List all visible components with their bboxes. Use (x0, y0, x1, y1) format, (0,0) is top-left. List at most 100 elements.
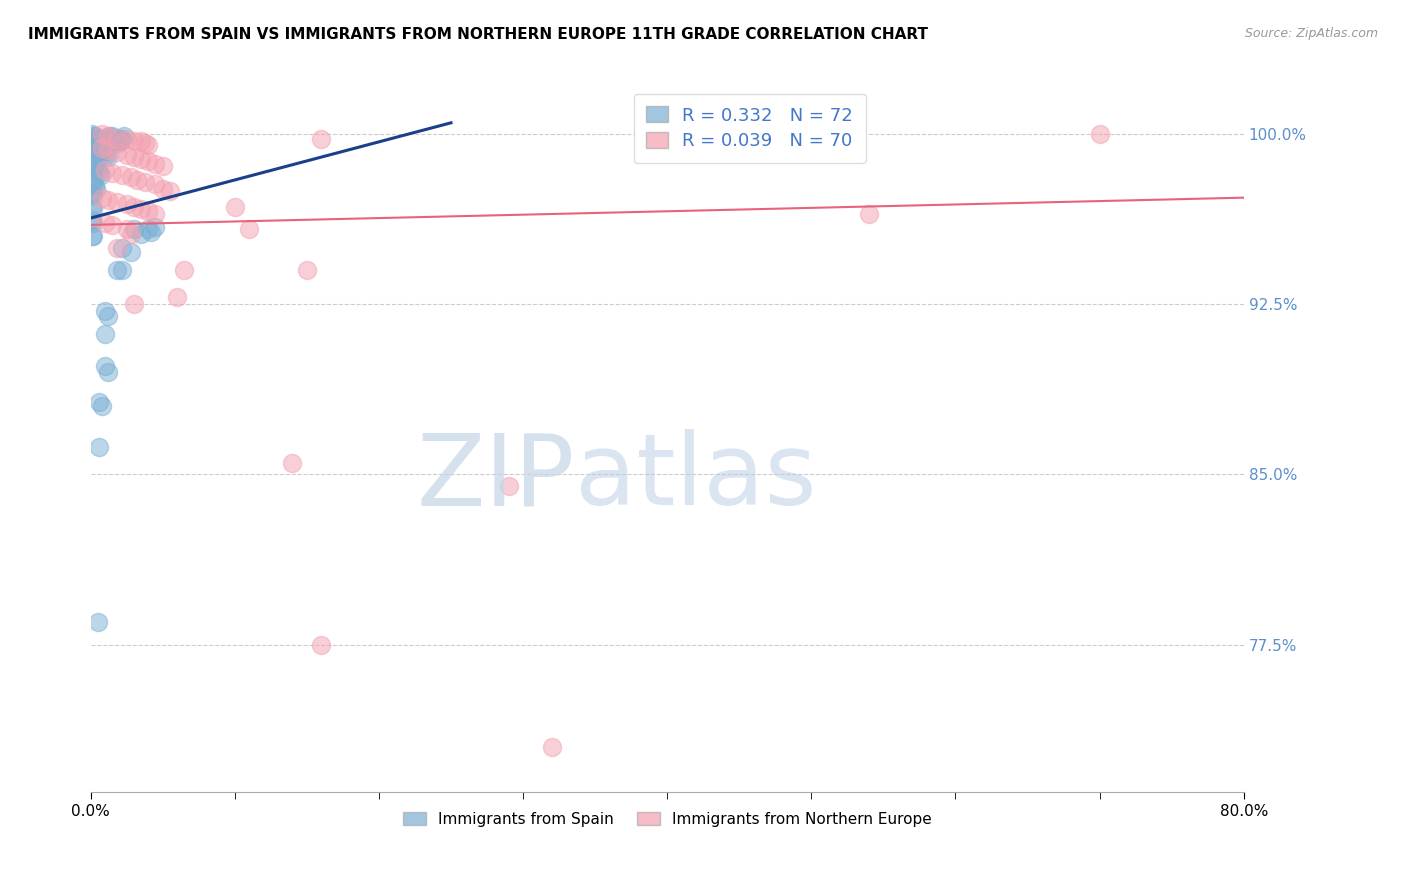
Point (93, 136, 115, 151)
Point (101, 166, 124, 180)
Point (1088, 127, 1111, 141)
Point (93, 143, 115, 157)
Point (141, 225, 163, 239)
Point (86, 181, 108, 195)
Point (89, 147, 111, 161)
Point (145, 156, 167, 170)
Point (136, 204, 159, 219)
Point (82, 177, 104, 191)
Point (80, 213, 103, 227)
Point (129, 134, 152, 148)
Point (94, 216, 117, 230)
Point (89, 394, 111, 409)
Text: atlas: atlas (575, 429, 817, 526)
Point (80, 186, 103, 201)
Point (90, 134, 112, 148)
Point (94, 359, 117, 373)
Point (84, 179, 107, 194)
Point (281, 456, 304, 470)
Point (152, 181, 174, 195)
Point (122, 134, 145, 148)
Point (82, 141, 104, 155)
Point (111, 263, 134, 277)
Text: IMMIGRANTS FROM SPAIN VS IMMIGRANTS FROM NORTHERN EUROPE 11TH GRADE CORRELATION : IMMIGRANTS FROM SPAIN VS IMMIGRANTS FROM… (28, 27, 928, 42)
Point (136, 222, 159, 236)
Point (159, 184, 181, 198)
Point (122, 150, 145, 164)
Point (91, 127, 114, 141)
Point (104, 131, 127, 145)
Point (84, 159, 107, 173)
Point (107, 136, 129, 151)
Point (110, 134, 132, 148)
Point (94, 131, 117, 145)
Point (80, 154, 103, 169)
Point (97, 365, 120, 379)
Point (108, 131, 131, 145)
Point (858, 206, 880, 220)
Point (90, 145, 112, 160)
Text: Source: ZipAtlas.com: Source: ZipAtlas.com (1244, 27, 1378, 40)
Point (136, 154, 159, 169)
Point (82, 202, 104, 216)
Point (145, 220, 167, 235)
Point (94, 326, 117, 341)
Point (498, 479, 520, 493)
Point (105, 263, 128, 277)
Point (82, 216, 104, 230)
Point (238, 222, 260, 236)
Point (82, 188, 104, 202)
Point (89, 134, 111, 148)
Point (120, 227, 142, 241)
Point (105, 195, 128, 210)
Point (97, 309, 120, 323)
Point (94, 163, 117, 178)
Point (125, 172, 148, 186)
Point (115, 147, 138, 161)
Point (80, 127, 103, 141)
Point (309, 131, 332, 145)
Point (105, 131, 128, 145)
Point (94, 145, 117, 160)
Point (145, 177, 167, 191)
Point (134, 136, 156, 151)
Point (145, 206, 167, 220)
Point (87, 143, 110, 157)
Point (84, 129, 107, 144)
Point (101, 129, 124, 144)
Point (97, 150, 120, 164)
Point (112, 129, 135, 144)
Point (173, 263, 195, 277)
Point (80, 200, 103, 214)
Point (91, 191, 114, 205)
Point (97, 193, 120, 207)
Legend: Immigrants from Spain, Immigrants from Northern Europe: Immigrants from Spain, Immigrants from N… (395, 804, 939, 834)
Point (98, 129, 121, 144)
Point (115, 131, 138, 145)
Point (111, 131, 134, 145)
Point (111, 168, 134, 182)
Point (309, 638, 332, 652)
Point (101, 218, 124, 232)
Point (86, 138, 108, 153)
Point (94, 304, 117, 318)
Point (120, 245, 142, 260)
Point (82, 156, 104, 170)
Point (89, 166, 111, 180)
Point (97, 129, 120, 144)
Point (134, 175, 156, 189)
Point (115, 197, 138, 211)
Point (120, 170, 142, 185)
Point (87, 131, 110, 145)
Point (103, 134, 125, 148)
Point (82, 129, 104, 144)
Point (122, 297, 145, 311)
Point (86, 161, 108, 176)
Point (89, 440, 111, 454)
Point (86, 131, 108, 145)
Point (82, 229, 104, 244)
Point (90, 168, 112, 182)
Point (91, 136, 114, 151)
Point (295, 263, 318, 277)
Point (80, 229, 103, 244)
